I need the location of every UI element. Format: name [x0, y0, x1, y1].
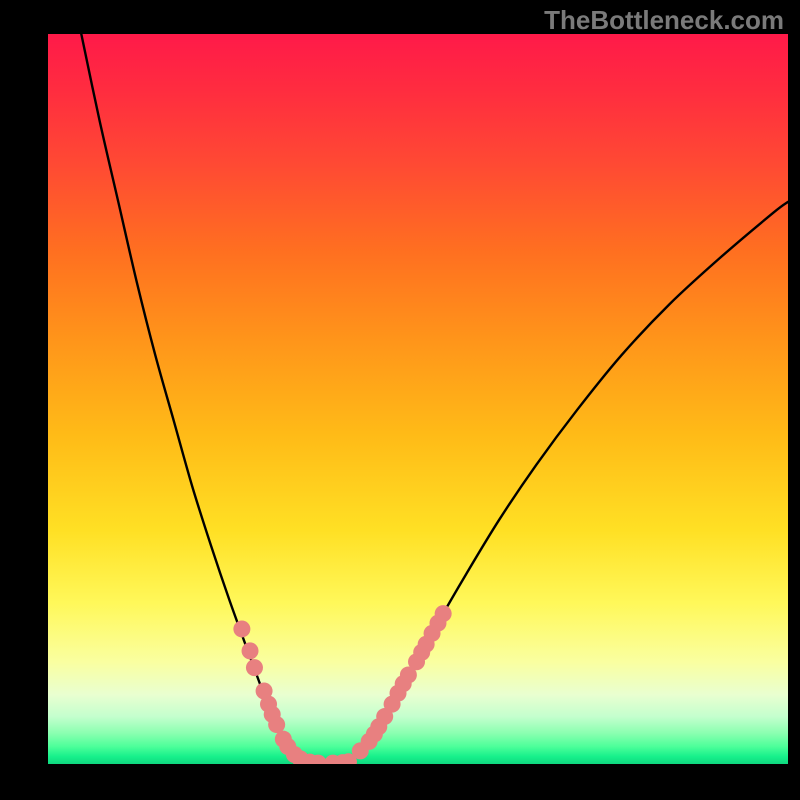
data-marker [246, 659, 263, 676]
data-marker [435, 605, 452, 622]
data-marker [242, 642, 259, 659]
watermark-text: TheBottleneck.com [544, 5, 784, 36]
chart-svg-layer [0, 0, 800, 800]
data-marker [310, 755, 327, 772]
data-marker [268, 716, 285, 733]
bottleneck-curve [81, 34, 788, 763]
data-marker [233, 620, 250, 637]
chart-root: TheBottleneck.com [0, 0, 800, 800]
